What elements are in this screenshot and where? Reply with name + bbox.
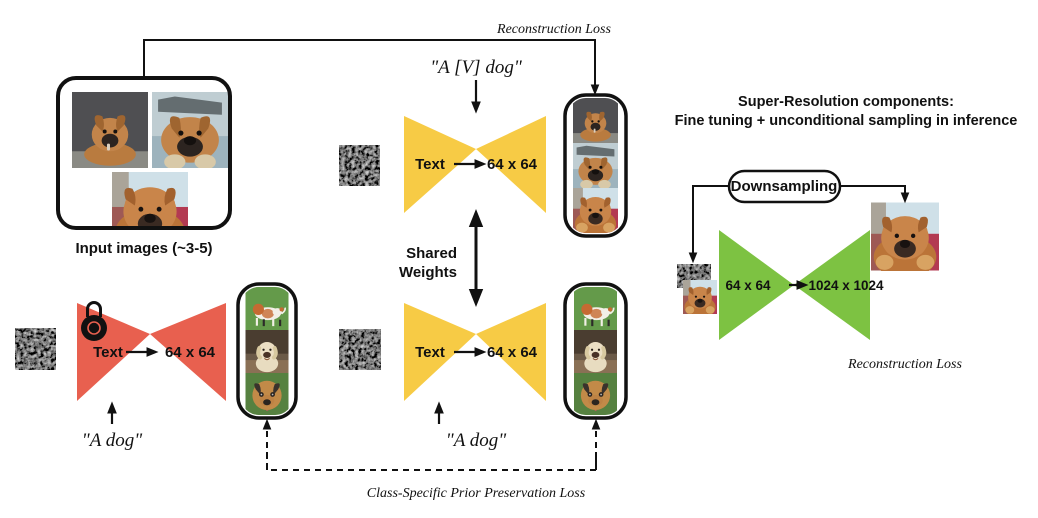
svg-text:Downsampling: Downsampling (731, 178, 838, 195)
svg-text:Class-Specific Prior Preservat: Class-Specific Prior Preservation Loss (367, 486, 586, 501)
svg-text:"A dog": "A dog" (446, 430, 507, 451)
svg-text:1024 x 1024: 1024 x 1024 (808, 278, 884, 293)
svg-text:Fine tuning + unconditional sa: Fine tuning + unconditional sampling in … (675, 113, 1018, 129)
svg-text:Super-Resolution components:: Super-Resolution components: (738, 94, 954, 110)
svg-text:64 x 64: 64 x 64 (165, 344, 216, 361)
svg-text:Weights: Weights (399, 264, 457, 281)
svg-text:"A [V] dog": "A [V] dog" (430, 57, 523, 78)
svg-text:"A dog": "A dog" (82, 430, 143, 451)
svg-text:Shared: Shared (406, 245, 457, 262)
svg-text:Reconstruction Loss: Reconstruction Loss (496, 22, 611, 37)
svg-text:64 x 64: 64 x 64 (725, 278, 771, 293)
svg-text:Text: Text (93, 344, 123, 361)
svg-text:Text: Text (415, 344, 445, 361)
svg-text:Reconstruction Loss: Reconstruction Loss (847, 357, 962, 372)
svg-text:Text: Text (415, 156, 445, 173)
svg-text:64 x 64: 64 x 64 (487, 156, 538, 173)
svg-text:64 x 64: 64 x 64 (487, 344, 538, 361)
svg-text:Input images (~3-5): Input images (~3-5) (75, 240, 212, 257)
